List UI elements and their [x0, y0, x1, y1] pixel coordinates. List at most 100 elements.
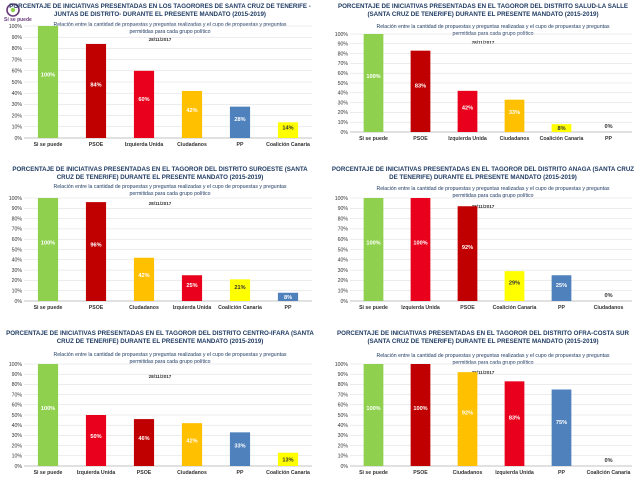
x-category-label: PSOE: [413, 470, 428, 476]
chart-panel-suroeste: PORCENTAJE DE INICIATIVAS PRESENTADAS EN…: [4, 162, 316, 322]
chart-date: 28/11/2017: [471, 40, 495, 45]
y-tick-label: 70%: [338, 61, 349, 67]
bar: [410, 364, 431, 466]
x-category-label: Izquierda Unida: [495, 470, 534, 476]
data-label: 83%: [415, 83, 426, 89]
bar: [277, 452, 299, 466]
chart-title: PORCENTAJE DE INICIATIVAS PRESENTADAS EN…: [331, 166, 635, 181]
data-label: 29%: [509, 281, 520, 287]
data-label: 100%: [41, 240, 55, 246]
y-tick-label: 30%: [12, 268, 23, 274]
bar: [133, 257, 155, 301]
bar: [504, 99, 525, 132]
y-tick-label: 60%: [338, 403, 349, 409]
x-category-label: PSOE: [89, 142, 104, 148]
y-tick-label: 10%: [12, 125, 23, 131]
y-tick-label: 40%: [12, 423, 23, 429]
y-tick-label: 100%: [335, 32, 349, 38]
chart-subtitle: Relación entre la cantidad de propuestas…: [53, 184, 287, 197]
bar: [551, 275, 572, 301]
chart-title: PORCENTAJE DE INICIATIVAS PRESENTADAS EN…: [9, 3, 311, 18]
y-tick-label: 80%: [338, 51, 349, 57]
bar: [410, 198, 431, 301]
y-tick-label: 20%: [12, 278, 23, 284]
y-tick-label: 30%: [338, 268, 349, 274]
y-tick-label: 90%: [12, 35, 23, 41]
x-category-label: PP: [558, 305, 565, 311]
x-category-label: Coalición Canaria: [493, 305, 537, 311]
data-label: 14%: [282, 125, 293, 131]
x-category-label: Si se puede: [34, 142, 63, 148]
y-tick-label: 0%: [15, 464, 23, 470]
data-label: 42%: [186, 108, 197, 114]
bar: [181, 90, 203, 138]
y-tick-label: 80%: [12, 46, 23, 52]
y-tick-label: 70%: [12, 392, 23, 398]
data-label: 100%: [41, 72, 55, 78]
y-tick-label: 80%: [338, 216, 349, 222]
chart-date: 28/11/2017: [148, 37, 172, 42]
bar-chart: 0% 10% 20% 30% 40% 50% 60% 70% 80% 90% 100% 100% Si …: [9, 362, 312, 476]
data-label: 100%: [413, 240, 427, 246]
bar: [551, 124, 572, 132]
data-label: 50%: [90, 434, 101, 440]
data-label: 84%: [90, 82, 101, 88]
x-category-label: PP: [285, 305, 292, 311]
y-tick-label: 80%: [338, 382, 349, 388]
y-tick-label: 30%: [12, 102, 23, 108]
bar: [410, 50, 431, 132]
y-tick-label: 30%: [338, 433, 349, 439]
y-tick-label: 100%: [9, 24, 23, 30]
chart-subtitle: Relación entre la cantidad de propuestas…: [376, 186, 610, 199]
y-tick-label: 20%: [338, 110, 349, 116]
x-category-label: Izquierda Unida: [125, 142, 164, 148]
y-tick-label: 10%: [338, 120, 349, 126]
y-tick-label: 40%: [338, 91, 349, 97]
x-category-label: PP: [237, 142, 244, 148]
data-label: 100%: [366, 240, 380, 246]
y-tick-label: 40%: [338, 258, 349, 264]
chart-title: PORCENTAJE DE INICIATIVAS PRESENTADAS EN…: [12, 166, 308, 181]
y-tick-label: 50%: [12, 413, 23, 419]
data-label: 100%: [413, 406, 427, 412]
data-label: 8%: [557, 126, 565, 132]
data-label: 25%: [556, 283, 567, 289]
data-label: 0%: [604, 124, 612, 130]
y-tick-label: 20%: [338, 278, 349, 284]
chart-panel-ofra-costa-sur: PORCENTAJE DE INICIATIVAS PRESENTADAS EN…: [330, 326, 636, 483]
data-label: 13%: [282, 457, 293, 463]
chart-subtitle: Relación entre la cantidad de propuestas…: [53, 22, 287, 35]
bar-chart: 0% 10% 20% 30% 40% 50% 60% 70% 80% 90% 100% 100% Si …: [335, 196, 632, 311]
x-category-label: Coalición Canaria: [587, 470, 631, 476]
y-tick-label: 10%: [12, 454, 23, 460]
bar: [37, 26, 59, 138]
data-label: 42%: [138, 273, 149, 279]
y-tick-label: 10%: [338, 454, 349, 460]
y-tick-label: 90%: [12, 372, 23, 378]
bar: [133, 70, 155, 138]
chart-subtitle: Relación entre la cantidad de propuestas…: [376, 353, 610, 366]
y-tick-label: 30%: [12, 433, 23, 439]
x-category-label: Ciudadanos: [177, 470, 207, 476]
y-tick-label: 40%: [338, 423, 349, 429]
bar: [504, 271, 525, 301]
chart-date: 28/11/2017: [471, 370, 495, 375]
y-tick-label: 50%: [12, 80, 23, 86]
data-label: 33%: [509, 110, 520, 116]
y-tick-label: 60%: [12, 69, 23, 75]
data-label: 42%: [186, 438, 197, 444]
y-tick-label: 0%: [341, 464, 349, 470]
x-category-label: PSOE: [460, 305, 475, 311]
bar: [504, 381, 525, 466]
bar: [37, 198, 59, 301]
y-tick-label: 60%: [12, 403, 23, 409]
bar: [457, 90, 478, 132]
bar-chart: 0% 10% 20% 30% 40% 50% 60% 70% 80% 90% 100% 100% Si …: [9, 196, 312, 311]
data-label: 8%: [284, 295, 292, 301]
logo-text: Sí se puede: [4, 17, 32, 23]
x-category-label: Izquierda Unida: [173, 305, 212, 311]
y-tick-label: 20%: [12, 443, 23, 449]
data-label: 0%: [604, 458, 612, 464]
x-category-label: Si se puede: [34, 470, 63, 476]
y-tick-label: 100%: [335, 362, 349, 368]
